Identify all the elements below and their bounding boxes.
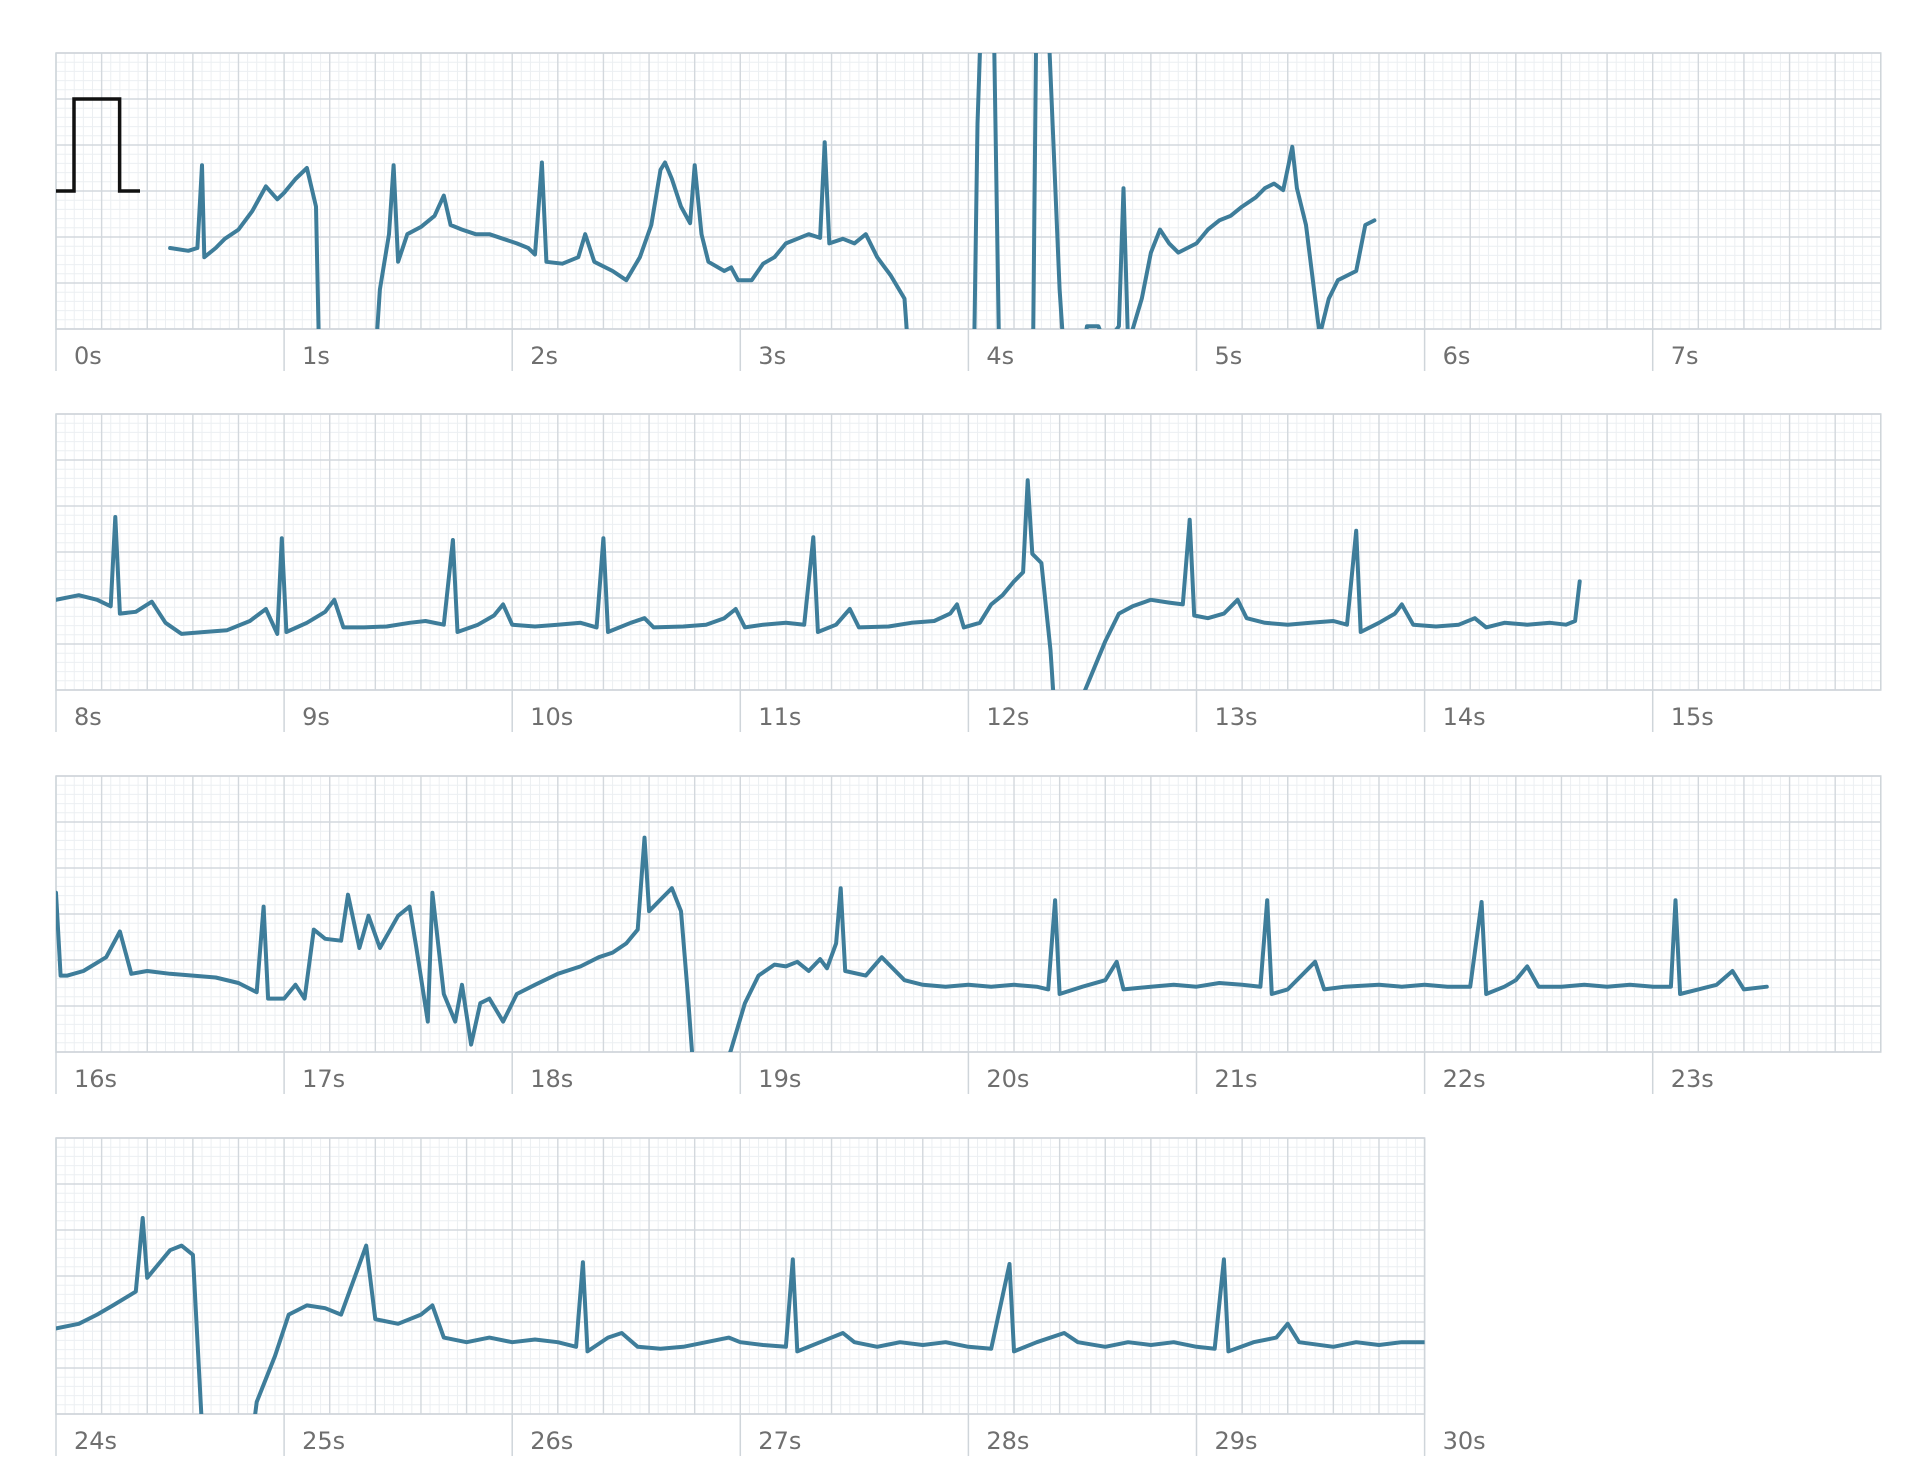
time-tick-label: 17s	[302, 1065, 345, 1093]
time-tick-label: 11s	[758, 703, 801, 731]
time-tick-label: 10s	[530, 703, 573, 731]
time-tick-label: 19s	[758, 1065, 801, 1093]
ecg-row-2: 16s 17s 18s 19s 20s 21s 22s 23s	[55, 775, 1882, 1094]
time-tick-label: 27s	[758, 1427, 801, 1455]
ecg-trace	[56, 1216, 1425, 1414]
major-grid	[55, 413, 1882, 691]
ecg-plot-layer: 0s 1s 2s 3s 4s 5s 6s 7s 8s 9s 10s 11s 12s 13s 14s 15s 16…	[55, 52, 1882, 1456]
time-tick-label: 26s	[530, 1427, 573, 1455]
time-tick-label: 1s	[302, 342, 330, 370]
time-tick-label: 15s	[1671, 703, 1714, 731]
ecg-trace	[56, 835, 1769, 1052]
time-tick-label: 9s	[302, 703, 330, 731]
time-tick-label: 12s	[986, 703, 1029, 731]
time-tick-label: 13s	[1215, 703, 1258, 731]
time-tick-label: 14s	[1443, 703, 1486, 731]
time-tick-label: 16s	[74, 1065, 117, 1093]
time-tick-label: 18s	[530, 1065, 573, 1093]
time-tick-label: 5s	[1215, 342, 1243, 370]
time-tick-label: 4s	[986, 342, 1014, 370]
time-tick-label: 30s	[1443, 1427, 1486, 1455]
ecg-trace	[168, 53, 1377, 329]
time-tick-label: 28s	[986, 1427, 1029, 1455]
time-tick-label: 3s	[758, 342, 786, 370]
time-tick-label: 2s	[530, 342, 558, 370]
calibration-pulse	[56, 97, 140, 193]
time-tick-label: 29s	[1215, 1427, 1258, 1455]
ecg-row-3: 24s 25s 26s 27s 28s 29s 30s	[55, 1137, 1486, 1456]
time-tick-label: 6s	[1443, 342, 1471, 370]
time-tick-label: 25s	[302, 1427, 345, 1455]
time-tick-label: 8s	[74, 703, 102, 731]
ecg-row-0: 0s 1s 2s 3s 4s 5s 6s 7s	[55, 52, 1882, 371]
time-tick-label: 0s	[74, 342, 102, 370]
time-tick-label: 7s	[1671, 342, 1699, 370]
ecg-trace	[56, 478, 1582, 690]
time-tick-label: 22s	[1443, 1065, 1486, 1093]
time-tick-label: 21s	[1215, 1065, 1258, 1093]
time-tick-label: 20s	[986, 1065, 1029, 1093]
time-tick-label: 23s	[1671, 1065, 1714, 1093]
major-grid	[55, 52, 1882, 330]
time-tick-label: 24s	[74, 1427, 117, 1455]
ecg-row-1: 8s 9s 10s 11s 12s 13s 14s 15s	[55, 413, 1882, 732]
major-grid	[55, 775, 1882, 1053]
